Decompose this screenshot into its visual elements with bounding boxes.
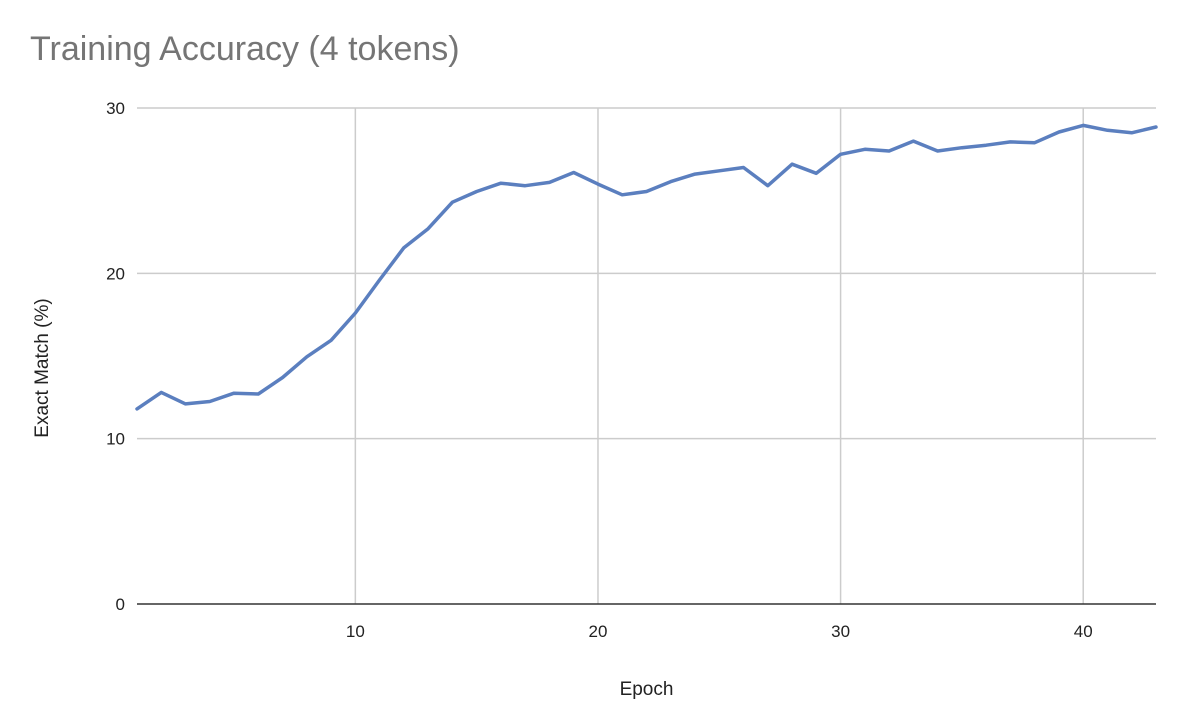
y-tick-label: 20: [106, 264, 125, 283]
x-tick-label: 20: [589, 622, 608, 641]
chart-title: Training Accuracy (4 tokens): [30, 30, 460, 68]
y-tick-label: 0: [116, 595, 125, 614]
series-layer: [135, 123, 1158, 411]
x-tick-label: 40: [1074, 622, 1093, 641]
x-axis-title: Epoch: [620, 679, 674, 700]
x-tick-label: 10: [346, 622, 365, 641]
y-tick-label: 10: [106, 430, 125, 449]
grid-lines: [137, 107, 1156, 604]
y-axis-title: Exact Match (%): [32, 298, 53, 437]
series-line: [135, 123, 1158, 411]
y-tick-label: 30: [106, 99, 125, 118]
x-tick-label: 30: [831, 622, 850, 641]
tick-labels: 0 10 20 30 10 20 30 40: [106, 99, 1093, 641]
